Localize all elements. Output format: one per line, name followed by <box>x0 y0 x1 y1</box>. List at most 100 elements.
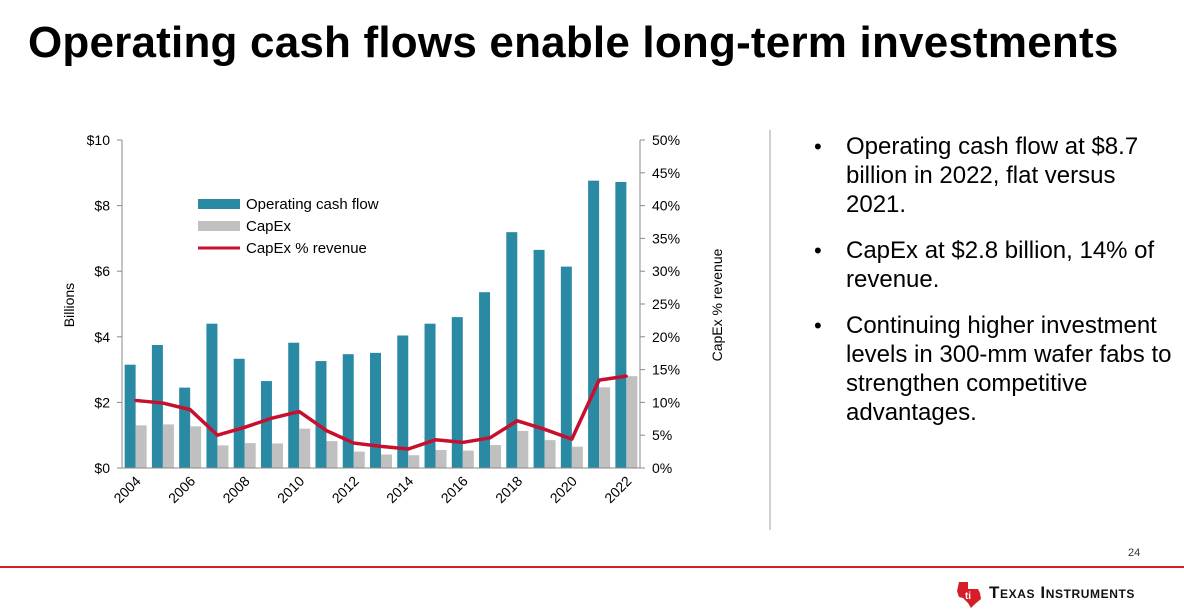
capex-pct-point <box>270 416 274 420</box>
y-tick-label: $10 <box>87 132 111 148</box>
x-tick-label: 2014 <box>383 473 416 506</box>
y2-axis-label: CapEx % revenue <box>709 248 725 361</box>
capex-bar <box>217 445 229 468</box>
logo-text: Texas Instruments <box>989 583 1136 602</box>
capex-pct-point <box>188 408 192 412</box>
ocf-bar <box>233 358 245 468</box>
y2-tick-label: 5% <box>652 427 672 443</box>
chart-legend: Operating cash flow CapEx CapEx % revenue <box>198 196 379 257</box>
legend-swatch <box>198 199 240 209</box>
ocf-bar <box>315 361 327 468</box>
capex-pct-point <box>352 441 356 445</box>
ocf-bar <box>479 292 491 468</box>
y2-tick-label: 0% <box>652 460 672 476</box>
capex-pct-point <box>379 444 383 448</box>
ocf-bar <box>206 323 218 468</box>
capex-bar <box>435 449 447 468</box>
capex-pct-point <box>406 447 410 451</box>
capex-bar <box>408 455 420 468</box>
divider <box>769 130 771 530</box>
capex-pct-point <box>243 425 247 429</box>
capex-pct-point <box>134 398 138 402</box>
capex-pct-point <box>324 429 328 433</box>
y-axis-label: Billions <box>61 283 77 327</box>
capex-bar <box>517 430 529 468</box>
svg-text:ti: ti <box>965 591 971 602</box>
bullet-list: Operating cash flow at $8.7 billion in 2… <box>812 132 1172 444</box>
y2-tick-label: 45% <box>652 165 680 181</box>
page-number: 24 <box>1128 547 1141 559</box>
x-tick-label: 2006 <box>165 473 198 506</box>
ocf-bar <box>288 342 300 468</box>
chart-axes <box>121 140 641 469</box>
x-tick-label: 2010 <box>274 473 307 506</box>
x-tick-label: 2004 <box>110 473 143 506</box>
legend-swatch <box>198 221 240 231</box>
bullet-item: Operating cash flow at $8.7 billion in 2… <box>812 132 1172 219</box>
y-tick-label: $0 <box>94 460 110 476</box>
y2-tick-label: 35% <box>652 230 680 246</box>
x-tick-label: 2016 <box>438 473 471 506</box>
y2-tick-label: 20% <box>652 329 680 345</box>
capex-bar <box>299 428 311 468</box>
capex-pct-point <box>215 433 219 437</box>
ocf-bar <box>533 249 545 468</box>
capex-pct-point <box>570 437 574 441</box>
ocf-bar <box>151 345 163 468</box>
capex-bar <box>162 424 174 468</box>
capex-pct-line <box>134 374 628 451</box>
capex-bar <box>544 440 556 468</box>
y2-tick-label: 40% <box>652 198 680 214</box>
ocf-bar <box>588 180 600 468</box>
ocf-bar <box>124 364 136 468</box>
ocf-bar <box>560 266 572 468</box>
bullet-item: Continuing higher investment levels in 3… <box>812 311 1172 427</box>
slide-title: Operating cash flows enable long-term in… <box>28 18 1119 67</box>
left-axis-ticks: $0 $2 $4 $6 $8 $10 <box>87 132 122 476</box>
x-tick-label: 2008 <box>219 473 252 506</box>
cash-flow-chart: $0 $2 $4 $6 $8 $10 0% 5% 10% 15% 20% 25% 30% 35% 40% 4… <box>61 132 725 506</box>
ocf-bar <box>370 352 381 468</box>
texas-instruments-logo: ti Texas Instruments <box>955 579 1175 609</box>
capex-pct-point <box>515 419 519 423</box>
y2-tick-label: 15% <box>652 362 680 378</box>
capex-bar <box>626 376 638 468</box>
y-tick-label: $2 <box>94 394 110 410</box>
capex-bar <box>571 446 583 468</box>
capex-bar <box>135 425 147 468</box>
capex-pct-point <box>297 410 301 414</box>
x-tick-label: 2022 <box>601 473 634 506</box>
x-axis-labels: 2004 2006 2008 2010 2012 2014 2016 2018 2020 2022 <box>110 473 634 506</box>
ocf-bar <box>260 381 272 468</box>
y-tick-label: $4 <box>94 329 110 345</box>
legend-label: CapEx % revenue <box>246 240 367 257</box>
x-tick-label: 2012 <box>329 473 362 506</box>
ocf-bar <box>424 323 436 468</box>
capex-bar <box>599 387 611 468</box>
capex-bar <box>190 426 202 468</box>
legend-label: Operating cash flow <box>246 196 379 213</box>
ocf-bar <box>179 387 191 468</box>
ocf-bar <box>397 335 409 468</box>
capex-bar <box>353 451 365 468</box>
capex-bar <box>271 443 283 468</box>
capex-bar <box>244 443 256 468</box>
capex-pct-point <box>624 374 628 378</box>
x-tick-label: 2020 <box>547 473 580 506</box>
y2-tick-label: 10% <box>652 394 680 410</box>
footer-line <box>0 566 1184 568</box>
capex-pct-point <box>461 440 465 444</box>
y2-tick-label: 30% <box>652 263 680 279</box>
ocf-bar <box>451 317 463 468</box>
y2-tick-label: 25% <box>652 296 680 312</box>
capex-bar <box>462 450 474 468</box>
capex-pct-point <box>597 378 601 382</box>
ocf-bar <box>615 181 627 468</box>
capex-bar <box>490 445 502 468</box>
capex-pct-point <box>543 427 547 431</box>
capex-bar <box>326 441 338 468</box>
capex-pct-point <box>434 438 438 442</box>
capex-bar <box>381 454 392 468</box>
y-tick-label: $6 <box>94 263 110 279</box>
right-axis-ticks: 0% 5% 10% 15% 20% 25% 30% 35% 40% 45% 50% <box>640 132 680 476</box>
